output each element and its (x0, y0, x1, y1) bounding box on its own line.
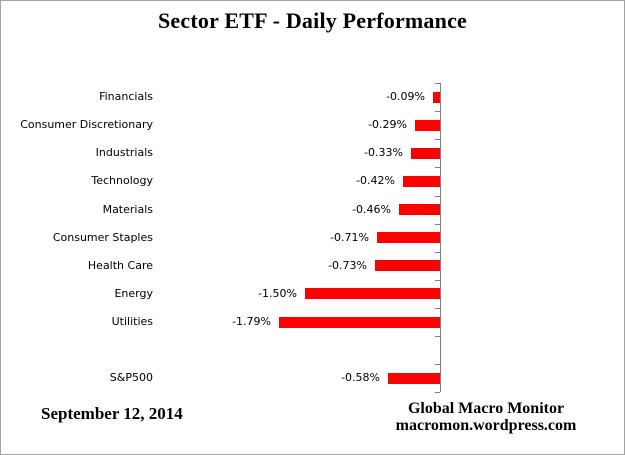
bar (415, 120, 441, 131)
axis-tick (435, 364, 440, 366)
bar (375, 260, 441, 271)
bar (403, 176, 441, 187)
footer-date: September 12, 2014 (41, 404, 183, 423)
category-label: Materials (102, 203, 153, 216)
value-label: -1.50% (258, 287, 297, 300)
axis-tick (435, 111, 440, 113)
axis-tick (435, 308, 440, 310)
category-label: Energy (114, 287, 153, 300)
axis-tick (435, 392, 440, 394)
axis-tick (435, 224, 440, 226)
value-axis (440, 83, 442, 392)
axis-tick (435, 280, 440, 282)
bar (377, 232, 441, 243)
bar (433, 92, 441, 103)
chart-title: Sector ETF - Daily Performance (157, 8, 467, 33)
axis-tick (435, 196, 440, 198)
footer-source: Global Macro Monitor macromon.wordpress.… (346, 400, 624, 434)
bar (279, 317, 441, 328)
bar (388, 373, 441, 384)
axis-tick (435, 139, 440, 141)
value-label: -0.29% (368, 118, 407, 131)
bar (305, 288, 441, 299)
category-label: Consumer Discretionary (20, 118, 153, 131)
category-label: Health Care (87, 259, 153, 272)
bar (399, 204, 441, 215)
category-label: Utilities (111, 315, 153, 328)
axis-tick (435, 83, 440, 85)
category-label: S&P500 (109, 371, 153, 384)
footer-source-name: Global Macro Monitor (407, 400, 565, 417)
bar (411, 148, 441, 159)
category-label: Consumer Staples (52, 231, 153, 244)
axis-tick (435, 167, 440, 169)
value-label: -0.09% (386, 90, 425, 103)
footer-source-url: macromon.wordpress.com (395, 417, 577, 434)
category-label: Financials (99, 90, 153, 103)
value-label: -0.58% (341, 371, 380, 384)
value-label: -0.42% (356, 174, 395, 187)
axis-tick (435, 252, 440, 254)
category-label: Technology (91, 174, 153, 187)
value-label: -0.33% (364, 146, 403, 159)
value-label: -0.46% (352, 203, 391, 216)
value-label: -1.79% (232, 315, 271, 328)
category-label: Industrials (95, 146, 153, 159)
axis-tick (435, 336, 440, 338)
value-label: -0.73% (328, 259, 367, 272)
value-label: -0.71% (330, 231, 369, 244)
